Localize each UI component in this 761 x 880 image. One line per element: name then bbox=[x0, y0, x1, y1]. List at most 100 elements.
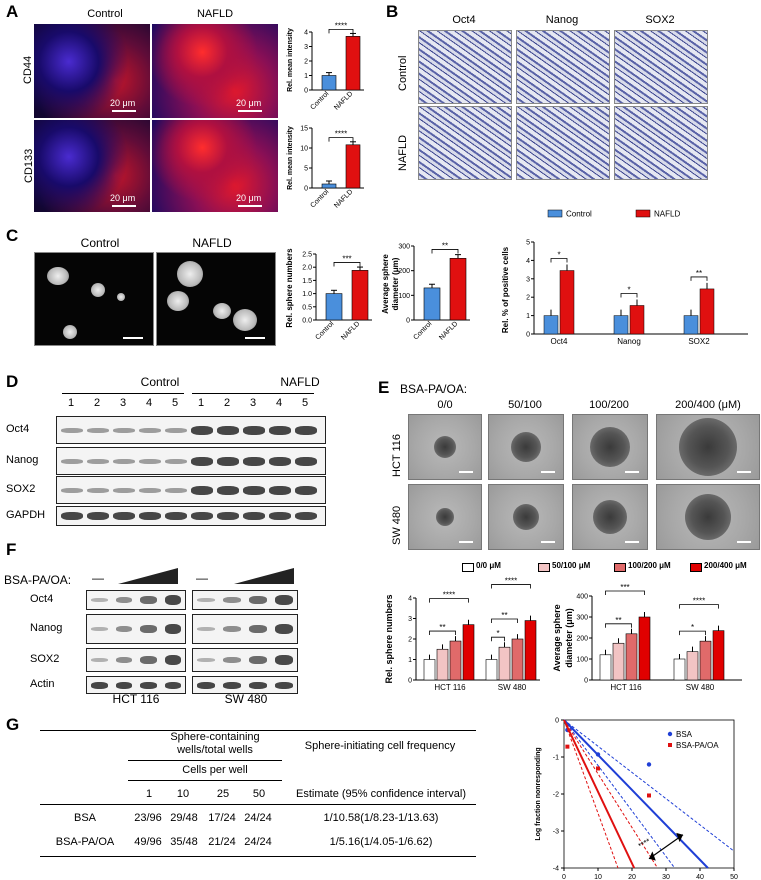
y-tick-label: 4 bbox=[304, 30, 308, 37]
scale-bar bbox=[625, 541, 639, 543]
brightfield-image bbox=[408, 484, 482, 550]
blot-band bbox=[140, 596, 157, 604]
protein-label: Nanog bbox=[6, 454, 39, 466]
panel-f-treatment-label: BSA-PA/OA: bbox=[4, 573, 72, 587]
cell-value: 29/48 bbox=[170, 812, 198, 824]
sphere bbox=[233, 309, 257, 331]
data-point bbox=[595, 752, 601, 757]
significance-label: **** bbox=[505, 577, 517, 586]
blot-band bbox=[191, 425, 213, 435]
y-tick-label: 2.5 bbox=[302, 252, 312, 259]
ihc-image-sox2-control bbox=[614, 30, 708, 104]
x-tick-label: HCT 116 bbox=[434, 683, 466, 692]
y-tick-label: 3 bbox=[304, 44, 308, 51]
bar bbox=[629, 305, 645, 335]
lane-number: 3 bbox=[250, 397, 257, 409]
ihc-image-oct4-nafld bbox=[418, 106, 512, 180]
estimate-bsa: 1/10.58(1/8.23-1/13.63) bbox=[323, 812, 439, 824]
blot-band bbox=[197, 658, 215, 662]
blot-strip bbox=[86, 676, 186, 694]
data-point bbox=[647, 793, 651, 798]
scale-bar bbox=[245, 337, 265, 339]
significance-bracket bbox=[328, 137, 354, 142]
y-tick-label: 2.0 bbox=[302, 265, 312, 272]
table-rule bbox=[128, 760, 282, 761]
brightfield-image bbox=[656, 484, 760, 550]
bar bbox=[351, 270, 369, 321]
y-tick-label: 2 bbox=[304, 59, 308, 66]
y-axis-label: Rel. sphere numbers bbox=[384, 594, 394, 683]
panel-label-g: G bbox=[6, 715, 20, 734]
blot-band bbox=[164, 681, 181, 689]
legend-swatch bbox=[538, 563, 550, 572]
table-rule bbox=[128, 780, 282, 781]
blot-strip bbox=[192, 590, 298, 610]
bar bbox=[613, 315, 629, 335]
panel-f-cell-sw480: SW 480 bbox=[224, 692, 268, 706]
sphere-colony bbox=[434, 436, 456, 458]
legend-swatch bbox=[690, 563, 702, 572]
blot-strip bbox=[86, 590, 186, 610]
sphere-colony bbox=[593, 500, 627, 534]
brightfield-image bbox=[488, 414, 564, 480]
cell-value: 17/24 bbox=[208, 812, 236, 824]
y-tick-label: -3 bbox=[553, 829, 559, 836]
panel-a-row-cd44: CD44 bbox=[22, 55, 34, 84]
blot-strip bbox=[86, 648, 186, 672]
blot-band bbox=[91, 681, 108, 689]
scale-bar bbox=[459, 471, 473, 473]
significance-bracket bbox=[679, 604, 719, 609]
legend-label: NAFLD bbox=[654, 210, 680, 219]
y-tick-label: 200 bbox=[576, 636, 588, 643]
table-header-wells-2: wells/total wells bbox=[177, 744, 253, 756]
blot-strip bbox=[56, 506, 326, 526]
table-header-freq: Sphere-initiating cell frequency bbox=[304, 740, 456, 752]
lane-number: 4 bbox=[146, 397, 153, 409]
bar bbox=[543, 315, 559, 335]
legend-label: 50/100 μM bbox=[552, 561, 591, 570]
blot-band bbox=[275, 595, 293, 605]
blot-strip bbox=[192, 676, 298, 694]
blot-band bbox=[217, 456, 239, 466]
significance-bracket bbox=[679, 630, 706, 636]
y-tick-label: 1 bbox=[526, 313, 530, 320]
blot-band bbox=[139, 487, 161, 493]
scale-bar bbox=[541, 541, 555, 543]
y-tick-label: 100 bbox=[398, 293, 410, 300]
panel-c-chart-sphere-numbers: 0.0 0.5 1.0 1.5 2.0 2.5 Control NAFLD *** Rel. sp… bbox=[285, 248, 372, 342]
y-tick-label: 0 bbox=[555, 718, 559, 725]
blot-band bbox=[91, 598, 108, 602]
blot-band bbox=[275, 624, 293, 634]
significance-bracket bbox=[491, 618, 518, 623]
dose-header: 10 bbox=[176, 788, 190, 800]
blot-band bbox=[249, 656, 267, 664]
x-tick-label: NAFLD bbox=[333, 188, 354, 209]
estimate-bsa-pa-oa: 1/5.16(1/4.05-1/6.62) bbox=[329, 836, 433, 848]
significance-label: * bbox=[496, 629, 499, 638]
blot-band bbox=[113, 512, 135, 520]
bar bbox=[599, 654, 612, 681]
protein-label: SOX2 bbox=[30, 653, 60, 665]
dose-header: 25 bbox=[216, 788, 230, 800]
brightfield-image bbox=[656, 414, 760, 480]
confidence-line bbox=[563, 719, 735, 852]
sphere bbox=[47, 267, 69, 285]
significance-label: ** bbox=[439, 623, 445, 632]
sphere-colony bbox=[590, 427, 630, 467]
blot-band bbox=[87, 458, 109, 464]
y-tick-label: 0.5 bbox=[302, 304, 312, 311]
scale-bar bbox=[112, 205, 136, 207]
blot-strip bbox=[56, 447, 326, 475]
scale-bar bbox=[737, 471, 751, 473]
panel-c-chart-sphere-diameter: 0 100 200 300 Control NAFLD ** Average sphere di… bbox=[381, 241, 470, 342]
blot-band bbox=[295, 485, 317, 495]
blot-band bbox=[115, 657, 132, 663]
group-line-nafld bbox=[192, 393, 314, 394]
brightfield-image bbox=[572, 484, 648, 550]
protein-label: Oct4 bbox=[30, 593, 54, 605]
bar bbox=[449, 640, 462, 681]
significance-bracket bbox=[333, 262, 361, 267]
dose-header: 50 bbox=[252, 788, 266, 800]
significance-bracket bbox=[491, 636, 505, 642]
blot-band bbox=[113, 427, 135, 433]
